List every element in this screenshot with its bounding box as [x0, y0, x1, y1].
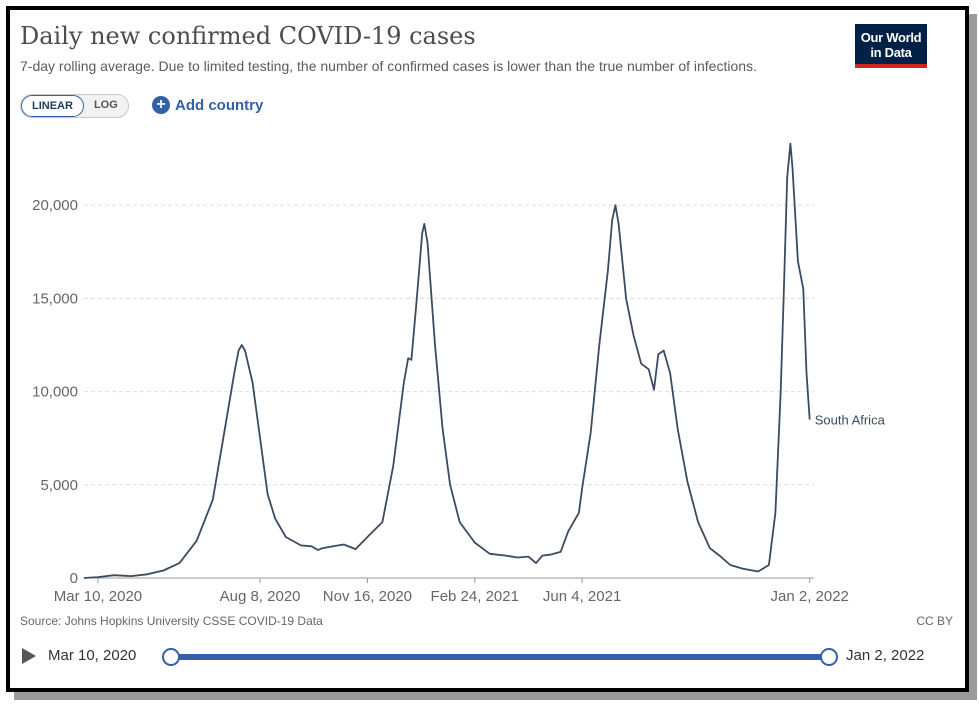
- chart-title: Daily new confirmed COVID-19 cases: [20, 22, 476, 50]
- series-layer: South Africa: [83, 142, 886, 579]
- add-country-button[interactable]: + Add country: [152, 96, 263, 114]
- x-tick-label: Nov 16, 2020: [323, 588, 412, 605]
- chart-subtitle: 7-day rolling average. Due to limited te…: [20, 58, 757, 74]
- grid-lines: [84, 204, 814, 486]
- axes: 0 5,000 10,000 15,000 20,000 Mar 10, 2020 Aug …: [32, 197, 849, 605]
- series-line-south-africa: [83, 142, 811, 579]
- timeline-slider[interactable]: Mar 10, 2020 Jan 2, 2022: [20, 640, 930, 670]
- series-label-south-africa: South Africa: [815, 413, 886, 428]
- add-country-label: Add country: [175, 96, 264, 114]
- timeline-start-label: Mar 10, 2020: [48, 647, 137, 664]
- x-tick-label: Feb 24, 2021: [431, 588, 519, 605]
- logo-accent-bar: [855, 64, 927, 68]
- timeline-start-handle[interactable]: [162, 648, 180, 666]
- license-link[interactable]: CC BY: [916, 614, 953, 628]
- play-icon[interactable]: [22, 648, 36, 664]
- source-note[interactable]: Source: Johns Hopkins University CSSE CO…: [20, 614, 323, 628]
- logo-line-2: in Data: [870, 45, 912, 60]
- timeline-end-handle[interactable]: [820, 648, 838, 666]
- scale-toggle[interactable]: LINEAR LOG: [20, 94, 129, 118]
- linear-button[interactable]: LINEAR: [21, 95, 84, 117]
- log-button[interactable]: LOG: [93, 99, 118, 111]
- x-tick-label: Jan 2, 2022: [771, 588, 849, 605]
- x-tick-label: Mar 10, 2020: [54, 588, 142, 605]
- logo-line-1: Our World: [860, 30, 922, 45]
- y-tick-label: 0: [70, 570, 78, 587]
- y-tick-label: 10,000: [32, 384, 78, 401]
- plus-circle-icon: +: [152, 96, 170, 114]
- y-tick-label: 20,000: [32, 197, 78, 214]
- x-tick-label: Jun 4, 2021: [543, 588, 621, 605]
- owid-logo[interactable]: Our World in Data: [855, 24, 927, 68]
- timeline-end-label: Jan 2, 2022: [846, 647, 925, 664]
- x-tick-label: Aug 8, 2020: [220, 588, 301, 605]
- y-tick-label: 5,000: [40, 477, 78, 494]
- y-tick-label: 15,000: [32, 290, 78, 307]
- timeline-track[interactable]: [164, 654, 826, 660]
